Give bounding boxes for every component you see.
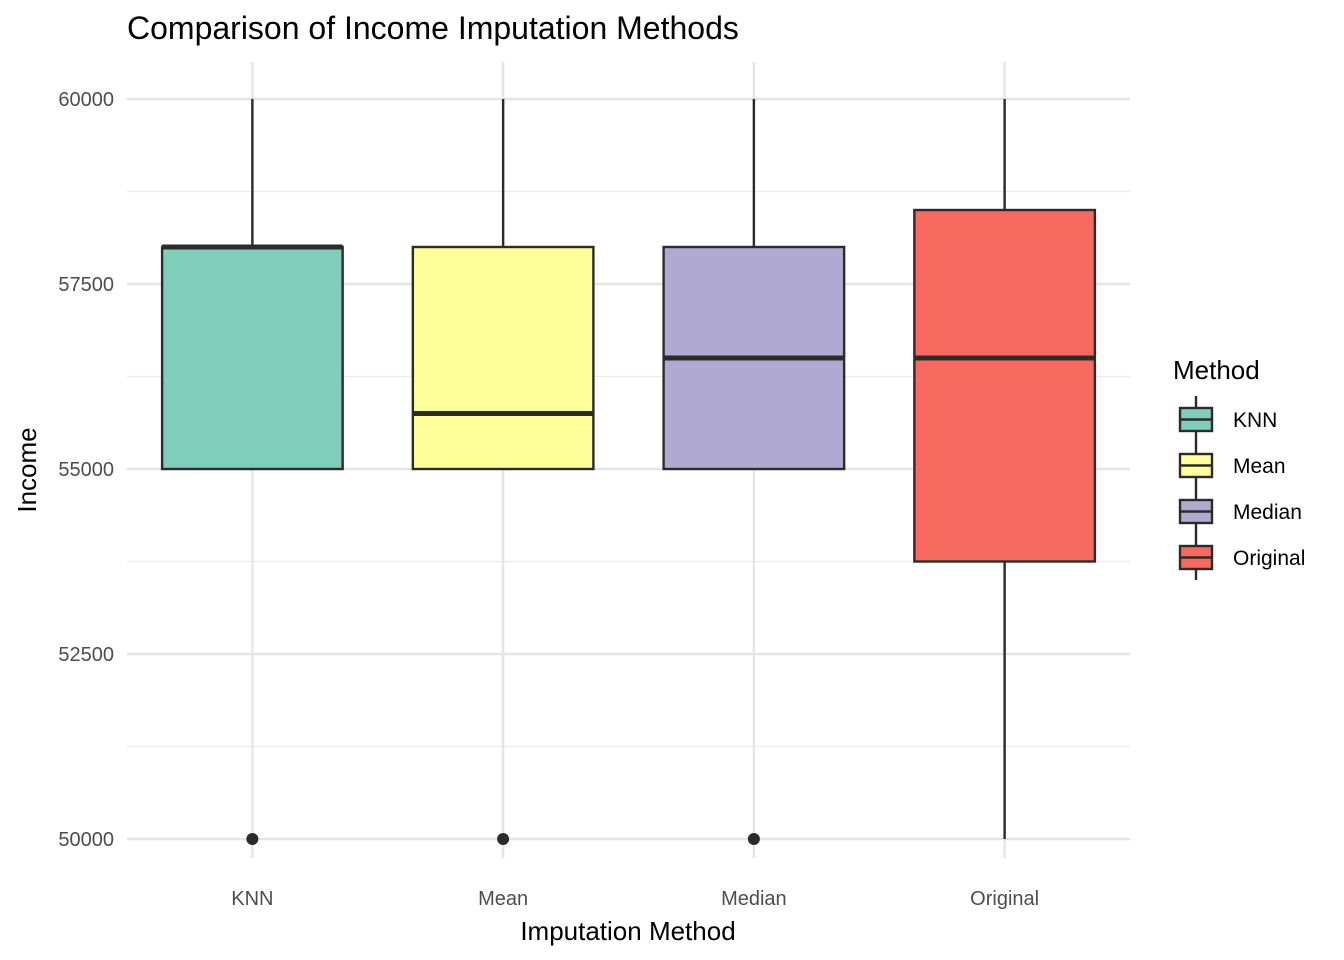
outlier-point bbox=[747, 833, 760, 845]
legend-title: Method bbox=[1173, 355, 1260, 385]
chart-title: Comparison of Income Imputation Methods bbox=[127, 10, 739, 46]
y-tick-label: 50000 bbox=[58, 829, 114, 851]
box-original bbox=[913, 99, 1097, 839]
x-tick-label: Median bbox=[721, 888, 787, 910]
legend: Method KNN Mean Median Original bbox=[1173, 355, 1305, 580]
x-tick-label: KNN bbox=[231, 888, 273, 910]
box-body bbox=[411, 245, 595, 471]
outlier-point bbox=[497, 833, 510, 845]
y-axis-ticks: 50000 52500 55000 57500 60000 bbox=[58, 89, 114, 851]
x-axis-ticks: KNN Mean Median Original bbox=[231, 888, 1039, 910]
legend-item-median: Median bbox=[1178, 488, 1302, 534]
box-body bbox=[160, 245, 344, 471]
legend-label: KNN bbox=[1233, 409, 1277, 432]
legend-item-knn: KNN bbox=[1178, 396, 1277, 442]
legend-label: Mean bbox=[1233, 455, 1286, 478]
legend-entries: KNN Mean Median Original bbox=[1178, 396, 1305, 580]
legend-label: Median bbox=[1233, 501, 1302, 524]
box-knn bbox=[160, 99, 344, 845]
y-tick-label: 60000 bbox=[58, 89, 114, 111]
x-axis-title: Imputation Method bbox=[520, 916, 735, 946]
x-tick-label: Mean bbox=[478, 888, 528, 910]
box-median bbox=[662, 99, 846, 845]
y-axis-title: Income bbox=[12, 427, 42, 512]
legend-item-mean: Mean bbox=[1178, 442, 1286, 488]
y-tick-label: 57500 bbox=[58, 274, 114, 296]
x-tick-label: Original bbox=[970, 888, 1039, 910]
y-tick-label: 55000 bbox=[58, 459, 114, 481]
legend-label: Original bbox=[1233, 547, 1305, 570]
box-body bbox=[913, 208, 1097, 563]
legend-item-original: Original bbox=[1178, 534, 1305, 580]
y-tick-label: 52500 bbox=[58, 644, 114, 666]
outlier-point bbox=[246, 833, 259, 845]
boxes bbox=[160, 99, 1097, 845]
box-mean bbox=[411, 99, 595, 845]
